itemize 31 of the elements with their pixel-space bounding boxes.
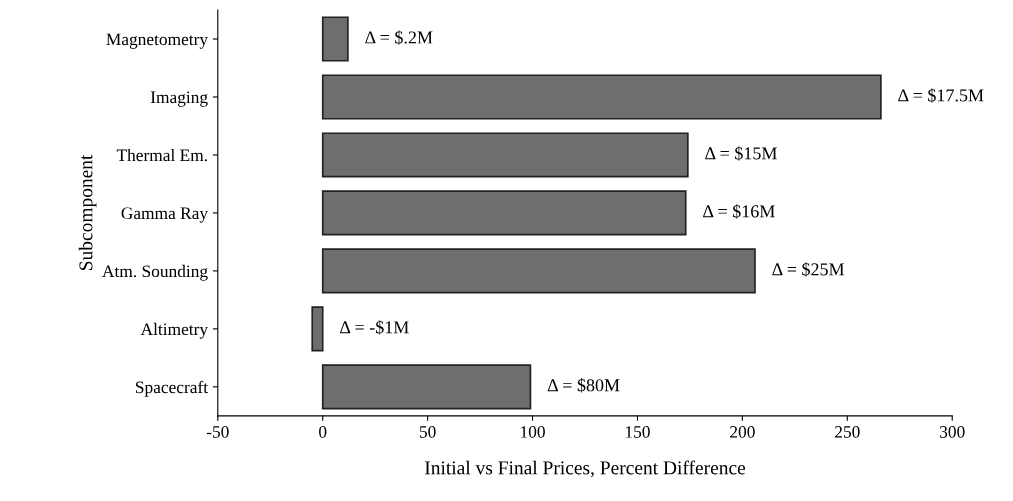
annotation: Δ = $16M <box>703 204 775 219</box>
annotation: Δ = $.2M <box>365 30 433 45</box>
y-tick-label: Imaging <box>150 91 208 107</box>
y-tick-label: Atm. Sounding <box>102 264 208 281</box>
x-tick-label: 0 <box>319 426 327 438</box>
bar <box>321 74 882 120</box>
y-tick-label: Gamma Ray <box>121 207 208 223</box>
x-tick-label: 250 <box>835 426 860 438</box>
y-tick-label: Altimetry <box>140 322 209 339</box>
annotation: Δ = $25M <box>772 262 845 277</box>
bar <box>311 306 324 352</box>
x-tick-label: -50 <box>206 426 229 438</box>
bar <box>321 364 532 410</box>
y-tick-label: Magnetometry <box>106 33 208 49</box>
x-tick-label: 150 <box>625 426 650 438</box>
x-tick-label: 50 <box>419 426 436 438</box>
bar <box>321 248 756 294</box>
annotation: Δ = $80M <box>547 378 620 393</box>
y-tick-label: Thermal Em. <box>116 148 207 162</box>
x-tick-label: 200 <box>730 426 755 438</box>
y-axis-title: Subcomponent <box>78 154 97 270</box>
annotation: Δ = -$1M <box>340 320 409 335</box>
bar <box>321 16 349 62</box>
x-tick-label: 300 <box>940 426 965 438</box>
annotation: Δ = $17.5M <box>898 88 984 103</box>
annotation: Δ = $15M <box>705 146 777 161</box>
y-tick-label: Spacecraft <box>135 380 208 397</box>
bar <box>321 132 689 178</box>
x-tick-label: 100 <box>521 426 545 438</box>
bar <box>321 190 687 236</box>
x-axis-title: Initial vs Final Prices, Percent Difference <box>424 460 746 478</box>
